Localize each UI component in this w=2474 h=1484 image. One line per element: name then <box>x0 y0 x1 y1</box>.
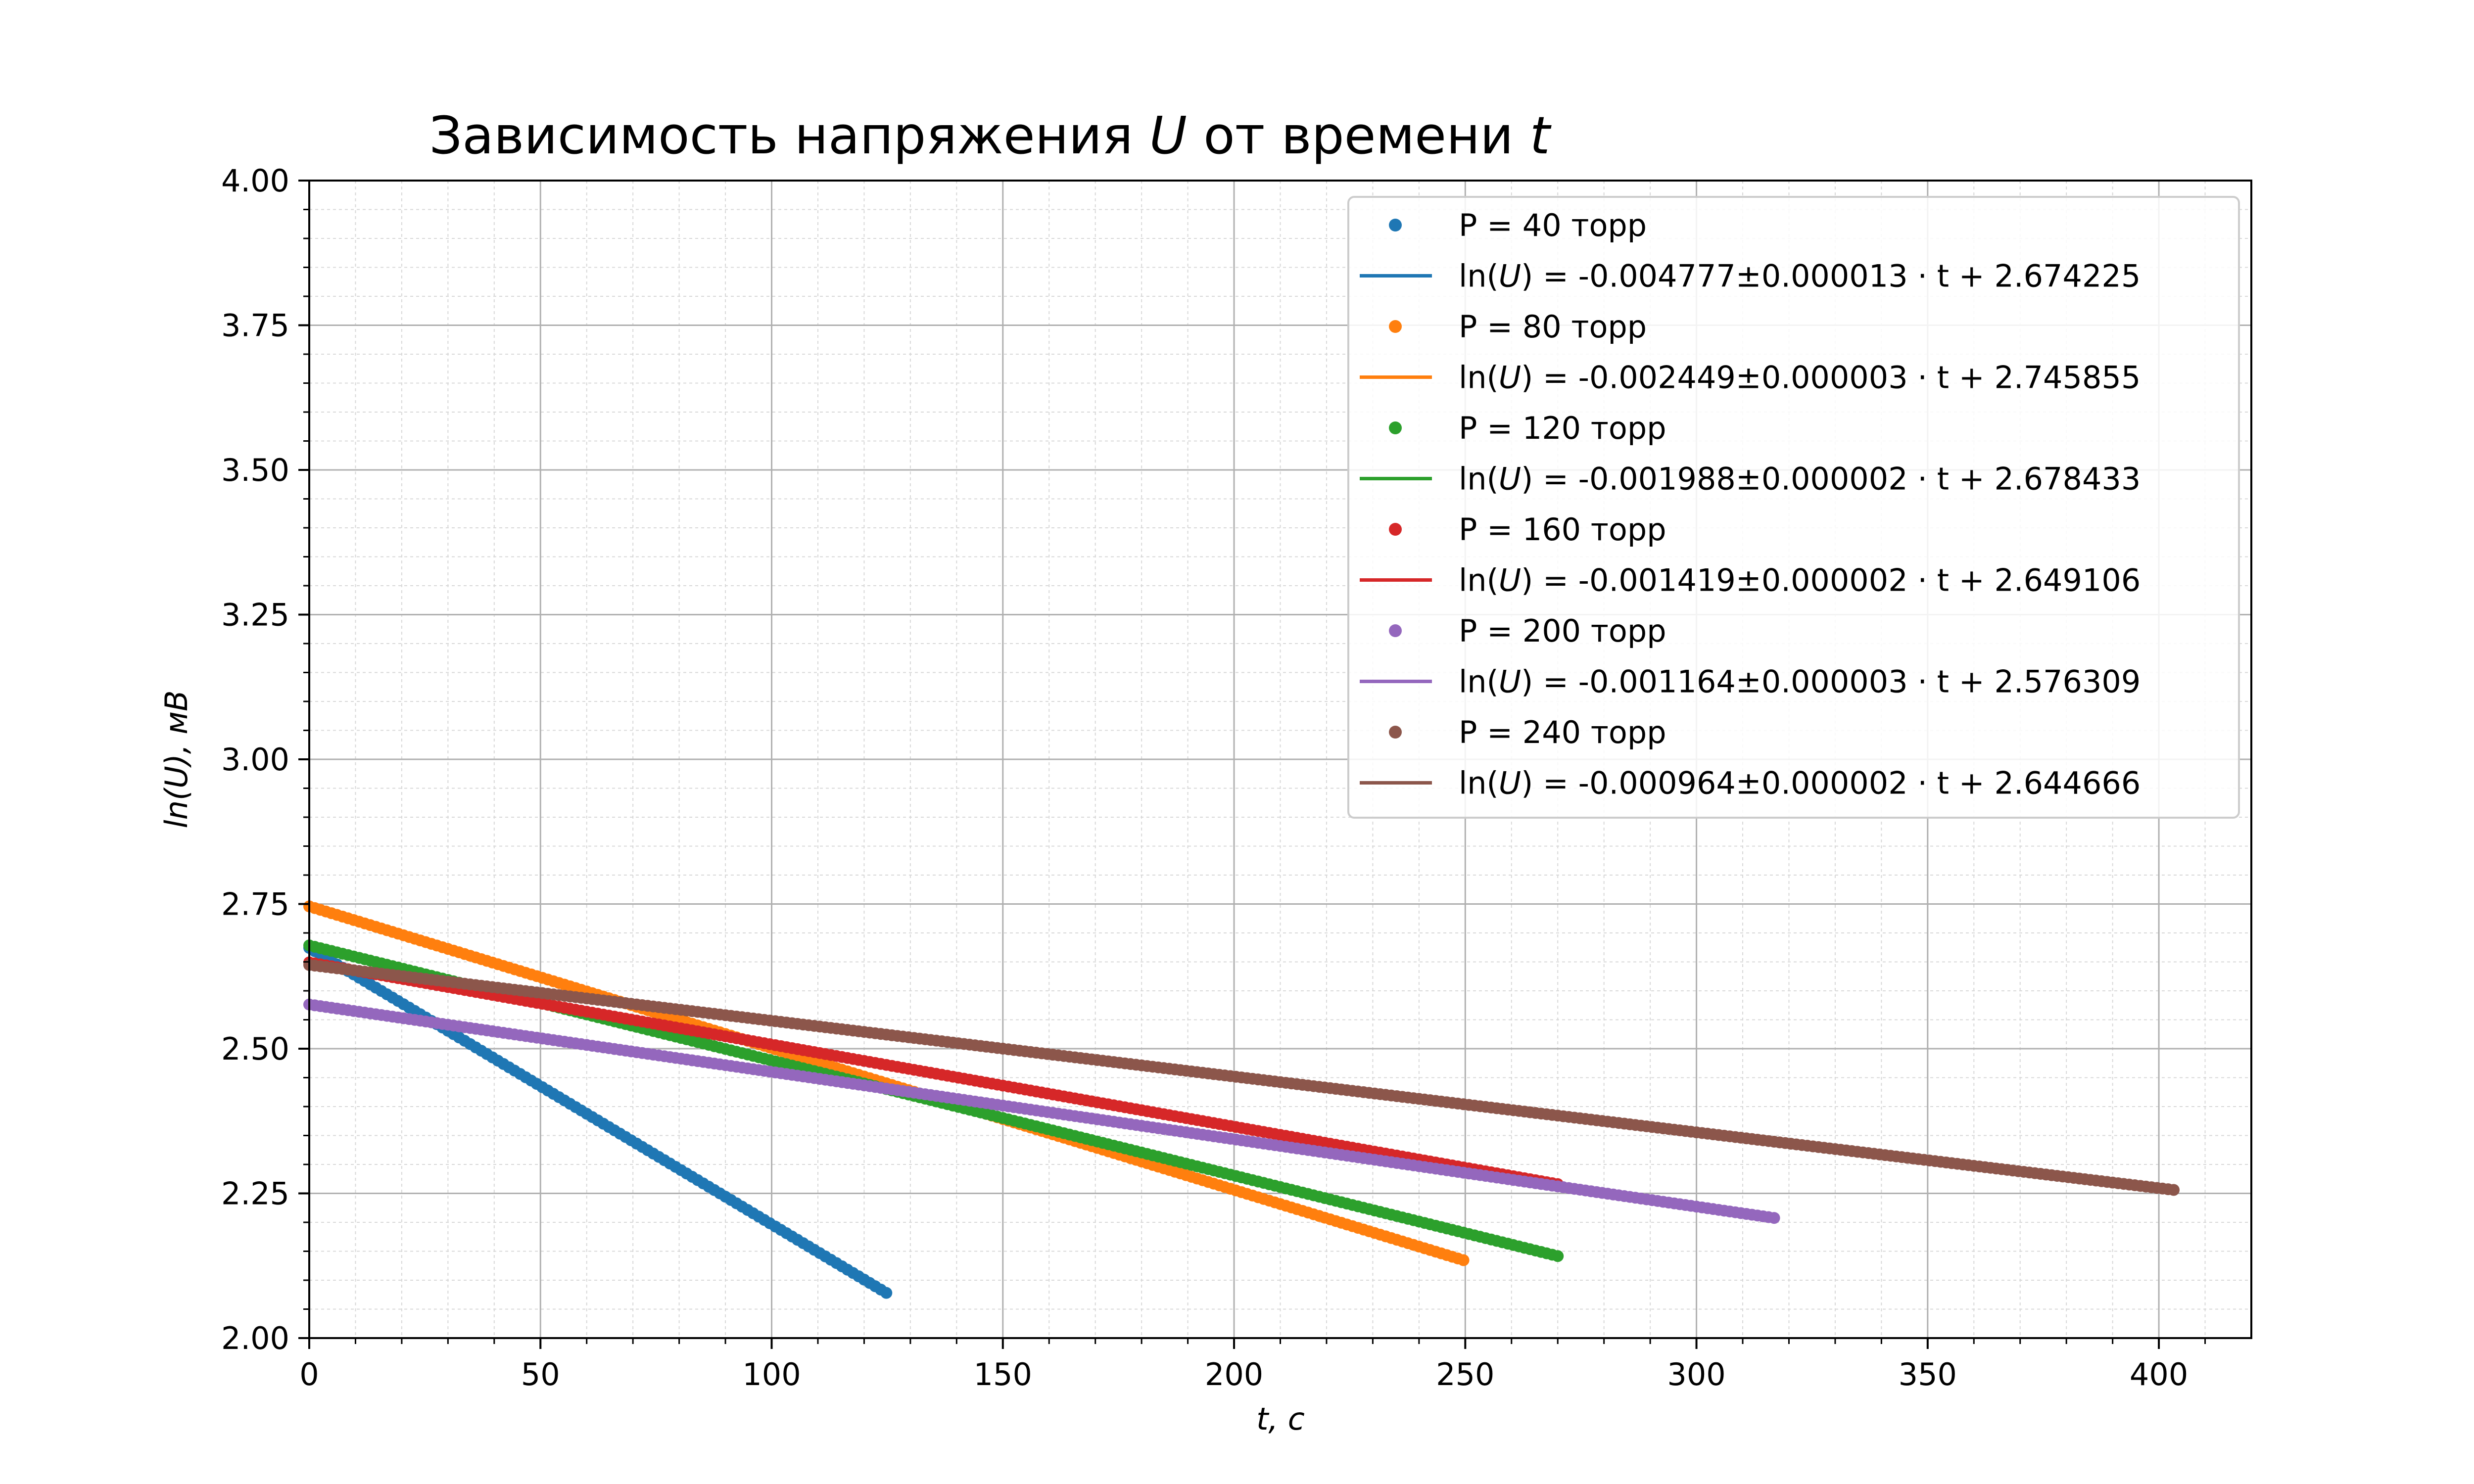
fit-line <box>308 946 888 1295</box>
y-tick-label: 3.75 <box>221 308 289 344</box>
legend-marker <box>1389 523 1402 536</box>
legend-marker <box>1389 421 1402 434</box>
legend-label: P = 160 торр <box>1459 511 1666 548</box>
y-tick-label: 2.25 <box>221 1176 289 1212</box>
x-axis-tick-labels: 0 50 100 150 200 250 300 350 400 <box>299 1356 2188 1392</box>
y-tick-label: 3.00 <box>221 742 289 778</box>
x-tick-label: 250 <box>1436 1356 1494 1392</box>
legend-label: P = 200 торр <box>1459 613 1666 649</box>
legend-box <box>1347 196 2240 819</box>
legend-marker <box>1389 320 1402 333</box>
y-axis-tick-labels: 2.00 2.25 2.50 2.75 3.00 3.25 3.50 3.75 4.00 <box>221 163 289 1356</box>
data-layer <box>303 900 2180 1299</box>
y-tick-label: 3.50 <box>221 452 289 488</box>
legend-fit-label: ln(U) = -0.001164±0.000003 · t + 2.57630… <box>1459 664 2141 700</box>
legend-fit-label: ln(U) = -0.004777±0.000013 · t + 2.67422… <box>1459 258 2141 294</box>
legend-fit-label: ln(U) = -0.001988±0.000002 · t + 2.67843… <box>1459 461 2141 497</box>
legend-marker <box>1389 726 1402 739</box>
x-tick-label: 150 <box>974 1356 1032 1392</box>
y-axis-label: ln(U), мВ <box>158 691 194 829</box>
fit-line <box>309 963 2178 1192</box>
x-tick-label: 350 <box>1899 1356 1957 1392</box>
legend-label: P = 240 торр <box>1459 714 1666 750</box>
fit-line <box>309 1003 1775 1220</box>
chart-title: Зависимость напряжения U от времени t <box>429 105 1551 166</box>
legend-marker <box>1389 624 1402 637</box>
x-tick-label: 0 <box>299 1356 319 1392</box>
y-tick-label: 4.00 <box>221 163 289 199</box>
legend-label: P = 80 торр <box>1459 309 1647 345</box>
legend-fit-label: ln(U) = -0.000964±0.000002 · t + 2.64466… <box>1459 765 2141 801</box>
x-tick-label: 100 <box>742 1356 801 1392</box>
legend-fit-label: ln(U) = -0.002449±0.000003 · t + 2.74585… <box>1459 360 2141 396</box>
x-axis-label: t, c <box>1256 1401 1305 1437</box>
axis-ticks <box>298 180 2206 1349</box>
fit-line <box>309 961 1558 1186</box>
legend-entries: P = 40 торр ln(U) = -0.004777±0.000013 · … <box>1360 207 2141 801</box>
legend-marker <box>1389 219 1402 232</box>
series-5 <box>303 959 2180 1196</box>
x-tick-label: 200 <box>1205 1356 1263 1392</box>
y-tick-label: 2.00 <box>221 1320 289 1356</box>
x-tick-label: 400 <box>2130 1356 2188 1392</box>
y-tick-label: 2.75 <box>221 886 289 923</box>
legend-fit-label: ln(U) = -0.001419±0.000002 · t + 2.64910… <box>1459 562 2141 599</box>
legend: P = 40 торр ln(U) = -0.004777±0.000013 · … <box>1347 196 2240 819</box>
legend-label: P = 120 торр <box>1459 410 1666 446</box>
legend-label: P = 40 торр <box>1459 207 1647 243</box>
series-0 <box>303 942 893 1299</box>
y-tick-label: 3.25 <box>221 597 289 633</box>
y-tick-label: 2.50 <box>221 1031 289 1067</box>
x-tick-label: 300 <box>1667 1356 1725 1392</box>
series-4 <box>303 998 1780 1224</box>
series-3 <box>303 956 1564 1190</box>
x-tick-label: 50 <box>521 1356 560 1392</box>
